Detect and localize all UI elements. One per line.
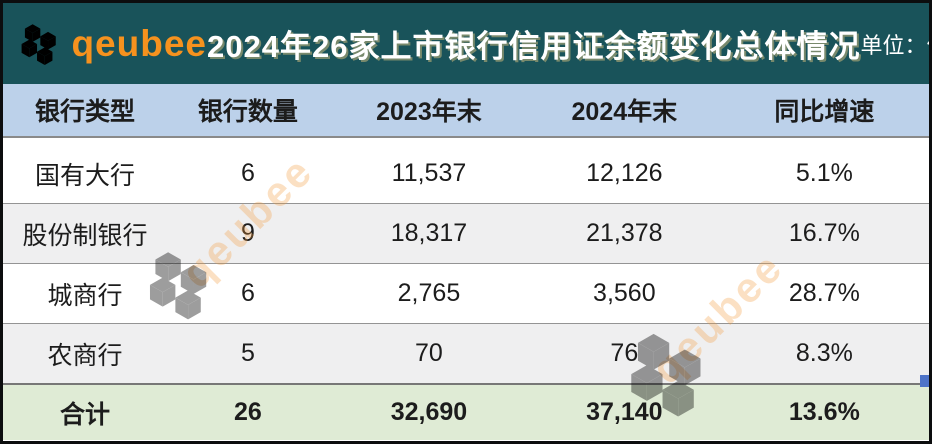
table-row: 城商行 6 2,765 3,560 28.7% bbox=[3, 263, 929, 324]
cell-bank-type: 股份制银行 bbox=[3, 203, 167, 264]
cell-end-2023: 18,317 bbox=[328, 203, 529, 264]
cell-bank-count: 5 bbox=[166, 323, 329, 385]
cell-total-end-2023: 32,690 bbox=[328, 384, 529, 440]
spacer-row bbox=[3, 137, 929, 144]
cell-bank-count: 6 bbox=[166, 263, 329, 324]
cell-end-2024: 3,560 bbox=[528, 263, 720, 324]
column-header-yoy-growth: 同比增速 bbox=[719, 84, 929, 138]
cell-total-bank-count: 26 bbox=[166, 384, 329, 440]
cell-bank-type: 城商行 bbox=[3, 263, 167, 324]
cell-bank-type: 国有大行 bbox=[3, 144, 167, 204]
table-row: 股份制银行 9 18,317 21,378 16.7% bbox=[3, 203, 929, 264]
table-row: 农商行 5 70 76 8.3% bbox=[3, 323, 929, 385]
logo-wordmark: qeubee bbox=[71, 23, 207, 64]
cell-total-label: 合计 bbox=[3, 384, 167, 440]
cell-end-2023: 2,765 bbox=[328, 263, 529, 324]
page-title: 2024年26家上市银行信用证余额变化总体情况 bbox=[207, 29, 861, 64]
cell-end-2024: 12,126 bbox=[528, 144, 720, 204]
cell-bank-count: 9 bbox=[166, 203, 329, 264]
cell-bank-count: 6 bbox=[166, 144, 329, 204]
cell-yoy-growth: 5.1% bbox=[719, 144, 929, 204]
unit-label: 单位：亿元 bbox=[860, 32, 929, 58]
column-header-bank-count: 银行数量 bbox=[166, 84, 329, 138]
title-banner: qeubee 2024年26家上市银行信用证余额变化总体情况 单位：亿元 bbox=[3, 3, 929, 84]
cell-end-2023: 70 bbox=[328, 323, 529, 385]
cell-end-2024: 21,378 bbox=[528, 203, 720, 264]
bank-credit-table: 银行类型 银行数量 2023年末 2024年末 同比增速 国有大行 6 11,5… bbox=[3, 84, 929, 440]
logo-cubes-icon bbox=[15, 16, 63, 71]
cell-total-end-2024: 37,140 bbox=[528, 384, 720, 440]
cell-end-2023: 11,537 bbox=[328, 144, 529, 204]
column-header-bank-type: 银行类型 bbox=[3, 84, 167, 138]
cell-bank-type: 农商行 bbox=[3, 323, 167, 385]
cell-total-yoy-growth: 13.6% bbox=[719, 384, 929, 440]
column-header-end-2023: 2023年末 bbox=[328, 84, 529, 138]
cell-yoy-growth: 8.3% bbox=[719, 323, 929, 385]
fill-handle bbox=[920, 375, 929, 387]
table-header-row: 银行类型 银行数量 2023年末 2024年末 同比增速 bbox=[3, 84, 929, 138]
column-header-end-2024: 2024年末 bbox=[528, 84, 720, 138]
brand-logo: qeubee bbox=[3, 16, 207, 71]
cell-yoy-growth: 28.7% bbox=[719, 263, 929, 324]
table-row: 国有大行 6 11,537 12,126 5.1% bbox=[3, 144, 929, 204]
cell-end-2024: 76 bbox=[528, 323, 720, 385]
cell-yoy-growth: 16.7% bbox=[719, 203, 929, 264]
total-row: 合计 26 32,690 37,140 13.6% bbox=[3, 384, 929, 440]
